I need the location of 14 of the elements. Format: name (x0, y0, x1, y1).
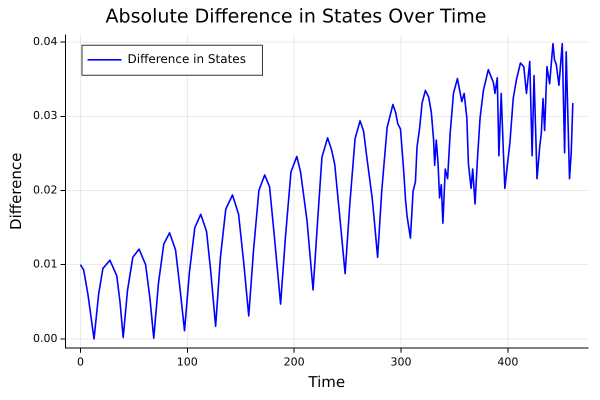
x-tick-label: 100 (176, 355, 198, 368)
y-axis-title: Difference (6, 152, 25, 230)
y-tick-label: 0.02 (32, 183, 58, 196)
legend-label: Difference in States (127, 52, 246, 66)
chart-title: Absolute Difference in States Over Time (106, 5, 486, 28)
y-tick-label: 0.01 (32, 258, 58, 271)
x-tick-label: 400 (497, 355, 518, 368)
x-axis-title: Time (307, 372, 346, 391)
x-tick-label: 300 (390, 355, 412, 368)
y-tick-label: 0.04 (32, 35, 58, 48)
x-tick-label: 0 (76, 355, 84, 368)
x-tick-label: 200 (284, 355, 305, 368)
y-tick-label: 0.00 (32, 332, 58, 345)
y-tick-label: 0.03 (32, 109, 58, 122)
